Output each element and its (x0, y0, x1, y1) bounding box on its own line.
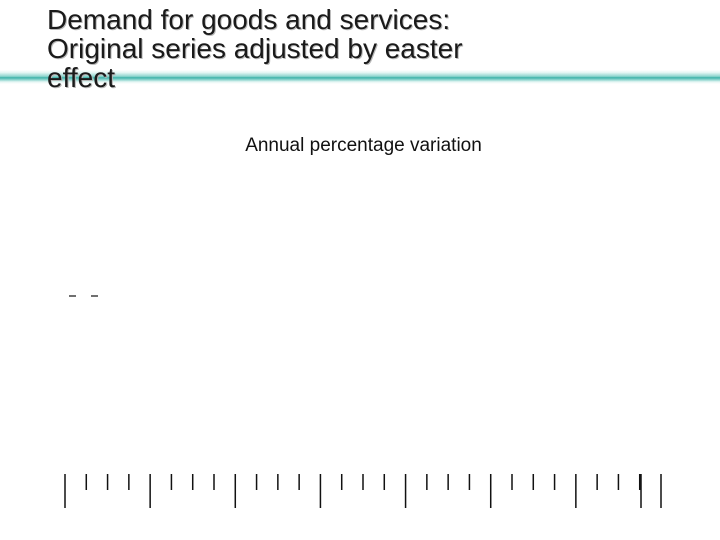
chart-subtitle: Annual percentage variation (245, 135, 482, 156)
slide-title: Demand for goods and services: Original … (47, 5, 647, 92)
x-axis-ticks (64, 474, 662, 508)
title-underline-band (0, 70, 720, 84)
slide-title-line-2: Original series adjusted by easter (47, 33, 463, 64)
slide-title-line-3: effect (47, 62, 115, 93)
slide-title-line-1: Demand for goods and services: (47, 4, 451, 35)
